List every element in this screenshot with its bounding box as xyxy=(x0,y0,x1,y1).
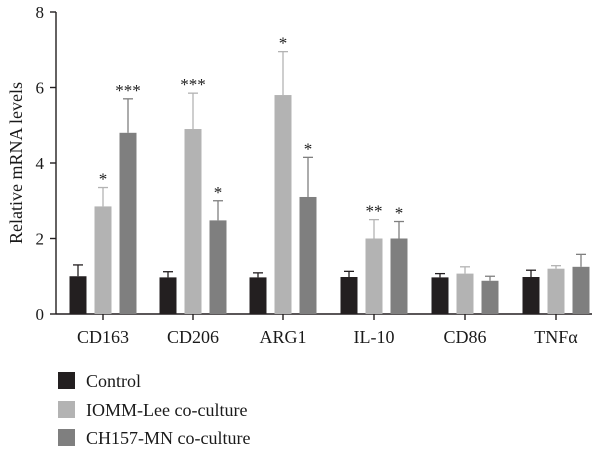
legend: Control IOMM-Lee co-culture CH157-MN co-cu… xyxy=(58,371,250,448)
bar-ch157-mn-co-culture xyxy=(209,220,227,314)
y-tick-label: 8 xyxy=(36,3,45,22)
legend-label: IOMM-Lee co-culture xyxy=(86,400,247,420)
bar-ch157-mn-co-culture xyxy=(481,280,499,314)
bar-ch157-mn-co-culture xyxy=(299,196,317,314)
legend-swatch xyxy=(58,429,75,446)
significance-marker: * xyxy=(279,34,288,53)
x-axis: CD163 CD206 ARG1 IL-10 CD86 TNFα xyxy=(56,313,592,347)
bar-control xyxy=(159,277,177,314)
bars xyxy=(69,95,590,314)
x-tick-label: ARG1 xyxy=(259,327,306,347)
significance-marker: ** xyxy=(366,202,383,221)
bar-iomm-lee-co-culture xyxy=(94,206,112,314)
y-tick-label: 6 xyxy=(36,79,45,98)
legend-swatch xyxy=(58,372,75,389)
bar-control xyxy=(431,277,449,314)
y-tick-label: 2 xyxy=(36,230,45,249)
x-tick-label: CD206 xyxy=(167,327,219,347)
significance-markers: **** ******** * xyxy=(99,34,404,223)
legend-label: Control xyxy=(86,371,141,391)
x-tick-label: CD86 xyxy=(443,327,486,347)
legend-swatch xyxy=(58,401,75,418)
bar-control xyxy=(340,277,358,314)
bar-ch157-mn-co-culture xyxy=(572,266,590,314)
significance-marker: *** xyxy=(115,81,141,100)
bar-iomm-lee-co-culture xyxy=(547,268,565,314)
bar-iomm-lee-co-culture xyxy=(365,238,383,314)
significance-marker: * xyxy=(214,183,223,202)
legend-label: CH157-MN co-culture xyxy=(86,428,250,448)
y-axis: 0 2 4 6 8 xyxy=(36,3,57,324)
significance-marker: * xyxy=(99,170,108,189)
bar-iomm-lee-co-culture xyxy=(274,95,292,314)
bar-control xyxy=(69,276,87,314)
x-tick-label: CD163 xyxy=(77,327,129,347)
bar-iomm-lee-co-culture xyxy=(184,129,202,314)
error-bars xyxy=(73,50,586,281)
significance-marker: *** xyxy=(180,75,206,94)
bar-control xyxy=(522,277,540,314)
x-tick-label: TNFα xyxy=(534,327,578,347)
y-tick-label: 0 xyxy=(36,305,45,324)
bar-ch157-mn-co-culture xyxy=(390,238,408,314)
bar-ch157-mn-co-culture xyxy=(119,132,137,314)
bar-control xyxy=(249,277,267,314)
x-tick-label: IL-10 xyxy=(354,327,395,347)
y-tick-label: 4 xyxy=(36,154,45,173)
bar-iomm-lee-co-culture xyxy=(456,273,474,314)
significance-marker: * xyxy=(304,139,313,158)
y-axis-label: Relative mRNA levels xyxy=(6,82,26,244)
significance-marker: * xyxy=(395,204,404,223)
